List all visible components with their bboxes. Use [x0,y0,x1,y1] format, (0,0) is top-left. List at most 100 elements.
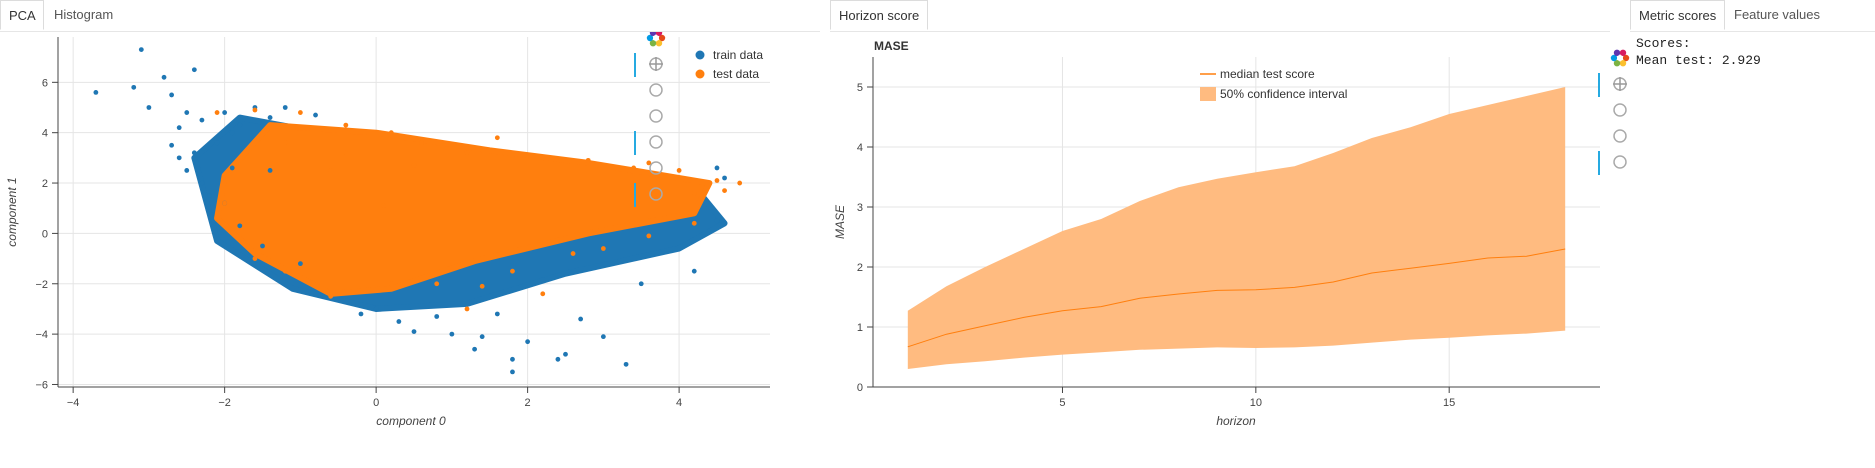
train-data-point [169,92,175,98]
logo-dot [649,39,657,47]
train-data-point [714,165,720,171]
logo-dot [646,34,654,42]
horizon-legend[interactable]: median test score 50% confidence interval [1200,67,1347,101]
logo-dot [655,32,663,37]
y-tick-label: 2 [42,178,48,190]
train-data-point [229,165,235,171]
logo-center [653,35,659,41]
train-data-point [714,218,720,224]
logo-dot [1613,59,1621,67]
train-data-point [563,351,568,357]
train-data-point [176,125,182,131]
logo-dot [1619,59,1627,67]
pan-icon[interactable] [1611,75,1629,93]
box-zoom-icon[interactable] [1611,101,1629,119]
train-data-point [494,311,500,317]
icon-glyph [649,161,663,175]
train-data-point [578,316,584,322]
confidence-band [907,87,1566,369]
legend-swatch [695,50,705,60]
train-data-point [138,47,144,52]
tab-pca[interactable]: PCA [0,0,44,30]
horizon-line-layer [907,248,1566,348]
logo-dot [1610,54,1618,62]
train-data-point [176,155,182,161]
test-data-point [252,107,258,113]
reset-icon[interactable] [647,159,665,177]
y-tick-label: −4 [35,329,48,341]
x-tick-label: 10 [1250,397,1262,409]
train-data-point [411,329,417,335]
logo-dot [649,32,657,37]
wheel-zoom-icon[interactable] [647,107,665,125]
train-data-point [199,180,205,186]
icon-glyph [649,135,663,149]
train-data-point [472,346,477,352]
hover-icon[interactable] [647,185,665,203]
middle-tab-bar: Horizon score [830,0,1610,32]
test-data-point [381,203,387,209]
train-data-point [449,331,455,337]
test-data-point [282,140,288,146]
test-data-point [631,165,637,171]
train-data-point [161,74,167,80]
mean-test-score: Mean test: 2.929 [1636,53,1761,68]
tab-horizon-score[interactable]: Horizon score [830,0,929,30]
train-data-point [267,115,273,120]
x-tick-label: −2 [218,397,231,409]
legend-label: test data [713,67,759,81]
zoom-in-icon[interactable] [1611,153,1629,171]
test-data-point [328,293,334,299]
median-line [907,248,1566,348]
test-data-point [646,160,652,166]
test-data-point [388,130,394,136]
train-data-point [691,268,697,274]
tab-histogram[interactable]: Histogram [54,7,114,22]
test-data-point [222,200,228,206]
tab-feature-values[interactable]: Feature values [1734,7,1820,22]
box-zoom-icon[interactable] [647,81,665,99]
test-data-point [494,135,500,141]
y-tick-label: −6 [35,379,48,391]
test-data-point [646,233,652,239]
train-data-point [184,110,190,115]
y-tick-label: 4 [42,128,48,140]
pan-icon[interactable] [647,55,665,73]
icon-cross [649,57,663,71]
logo-dot [1619,49,1627,57]
y-tick-label: 2 [857,262,863,274]
train-data-point [373,306,379,312]
train-data-point [282,105,288,110]
y-tick-label: 3 [857,202,863,214]
train-data-point [638,281,644,287]
horizon-score-chart[interactable]: MASE 5 10 15 0 1 2 3 4 5 median test score 50% co… [830,32,1630,462]
horizon-ylabel: MASE [833,204,847,239]
train-data-point [396,319,402,324]
y-tick-label: 0 [42,228,48,240]
pca-scatter-chart[interactable]: −4 −2 0 2 4 −6 −4 −2 0 2 4 6 train data test data co… [0,32,820,462]
zoom-in-icon[interactable] [647,133,665,151]
test-data-point [737,180,743,186]
horizon-xlabel: horizon [1216,414,1256,428]
test-data-point [328,168,334,173]
train-data-point [555,356,561,362]
legend-label-median: median test score [1220,67,1315,81]
bokeh-logo-icon [646,32,666,47]
y-tick-label: 4 [857,142,863,154]
left-tab-bar: PCA Histogram [0,0,820,32]
test-data-point [434,281,440,287]
tab-metric-scores[interactable]: Metric scores [1630,0,1726,30]
pca-points [93,47,743,375]
test-data-point [691,190,697,196]
icon-cross [1613,77,1627,91]
horizon-axes: 5 10 15 0 1 2 3 4 5 [857,57,1600,409]
test-data-point [510,268,515,274]
test-data-point [343,150,349,156]
icon-glyph [1613,155,1627,169]
test-data-point [419,140,424,146]
pca-legend[interactable]: train data test data [695,48,764,81]
test-data-point [691,220,697,226]
train-data-point [191,67,197,73]
wheel-zoom-icon[interactable] [1611,127,1629,145]
test-data-point [676,168,682,173]
